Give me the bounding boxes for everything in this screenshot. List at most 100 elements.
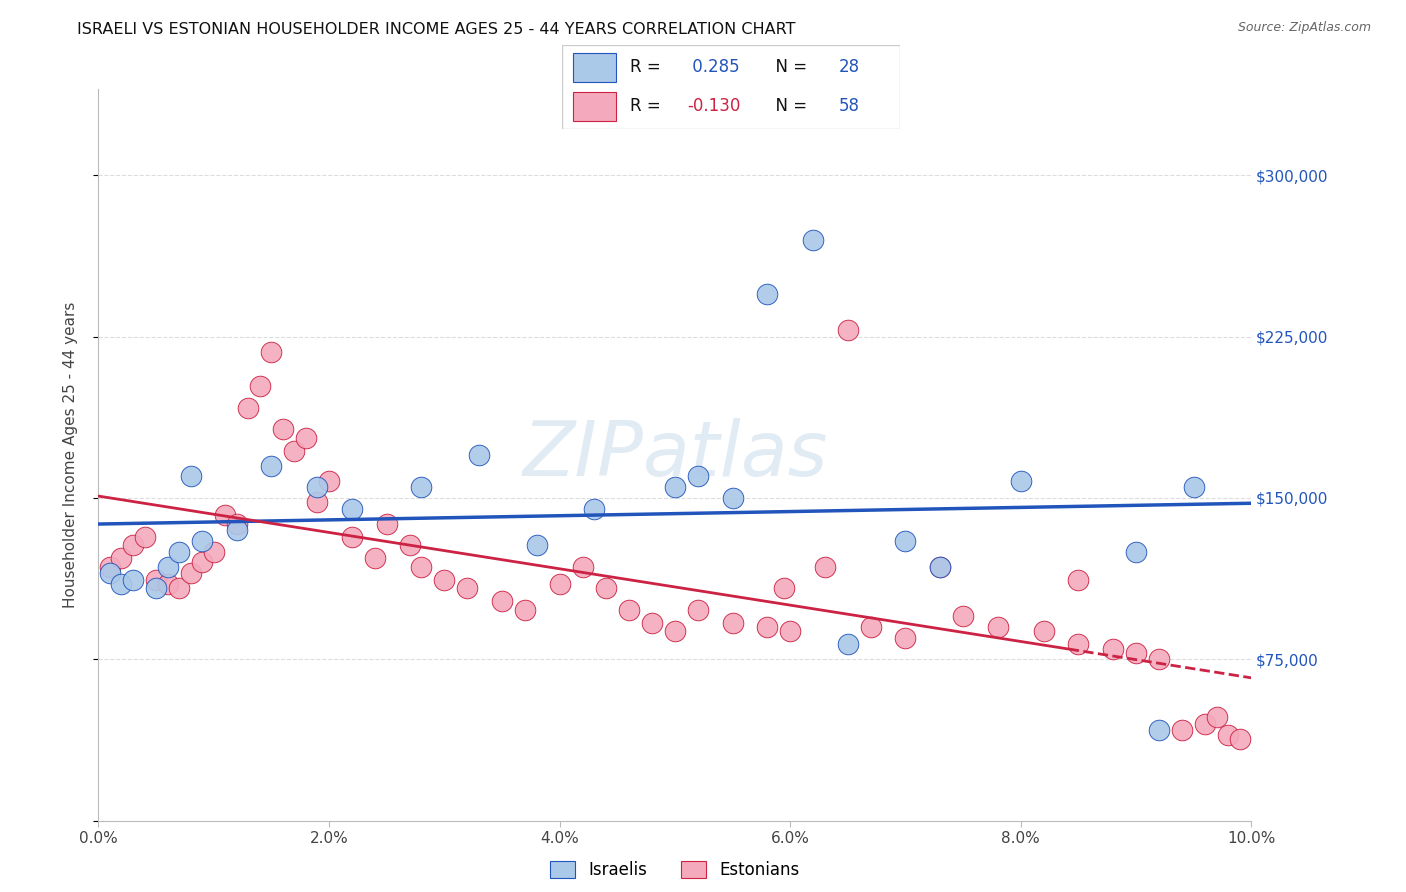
Point [837,323,859,337]
Text: ZIPatlas: ZIPatlas [522,418,828,491]
Text: 28: 28 [839,59,860,77]
Legend: Israelis, Estonians: Israelis, Estonians [544,854,806,886]
Point [98,559,121,574]
Point [595,582,617,596]
Bar [572,92,616,120]
Point [411,559,433,574]
Point [859,620,882,634]
Point [122,573,145,587]
Point [526,538,548,552]
Point [260,458,283,473]
Point [1218,728,1240,742]
Text: R =: R = [630,97,666,115]
Point [307,480,329,494]
Point [801,233,824,247]
Point [571,559,593,574]
Point [214,508,236,523]
Text: 58: 58 [839,97,860,115]
Point [779,624,801,639]
Point [1147,723,1170,738]
Point [686,603,709,617]
Point [641,615,664,630]
Point [271,422,294,436]
Point [686,469,709,483]
Point [98,566,121,581]
Point [225,516,247,531]
Point [167,545,190,559]
FancyBboxPatch shape [562,45,900,129]
Point [318,474,340,488]
Point [340,501,363,516]
Text: 0.285: 0.285 [688,59,740,77]
Point [249,379,271,393]
Text: N =: N = [765,97,813,115]
Point [814,559,837,574]
Point [110,551,132,566]
Point [1067,637,1090,651]
Point [548,577,571,591]
Point [191,533,214,548]
Point [837,637,859,651]
Point [238,401,260,415]
Point [491,594,513,608]
Point [513,603,536,617]
Point [364,551,387,566]
Text: -0.130: -0.130 [688,97,741,115]
Point [1102,641,1125,656]
Point [583,501,606,516]
Point [433,573,456,587]
Point [721,615,744,630]
Point [295,431,318,445]
Point [1229,731,1251,746]
Point [1171,723,1194,738]
Point [340,530,363,544]
Point [156,577,179,591]
Point [468,448,491,462]
Point [398,538,420,552]
Point [225,523,247,537]
Point [617,603,640,617]
Point [122,538,145,552]
Point [664,480,686,494]
Point [180,566,202,581]
Point [307,495,329,509]
Point [456,582,478,596]
Point [260,344,283,359]
Y-axis label: Householder Income Ages 25 - 44 years: Householder Income Ages 25 - 44 years [63,301,77,608]
Point [894,631,917,645]
Point [191,556,214,570]
Point [1010,474,1032,488]
Bar [572,54,616,82]
Point [202,545,225,559]
Point [756,620,779,634]
Point [1067,573,1090,587]
Point [1032,624,1054,639]
Point [756,286,779,301]
Point [156,559,179,574]
Point [1182,480,1205,494]
Point [1125,545,1147,559]
Point [1205,710,1227,724]
Point [167,582,190,596]
Point [664,624,686,639]
Text: R =: R = [630,59,666,77]
Text: Source: ZipAtlas.com: Source: ZipAtlas.com [1237,21,1371,34]
Point [929,559,952,574]
Point [929,559,952,574]
Point [180,469,202,483]
Point [145,573,167,587]
Point [145,582,167,596]
Point [283,443,305,458]
Point [773,582,796,596]
Point [894,533,917,548]
Point [1125,646,1147,660]
Point [987,620,1010,634]
Point [411,480,433,494]
Point [1147,652,1170,666]
Point [721,491,744,505]
Point [110,577,132,591]
Point [952,609,974,624]
Point [375,516,398,531]
Point [1194,716,1216,731]
Point [134,530,156,544]
